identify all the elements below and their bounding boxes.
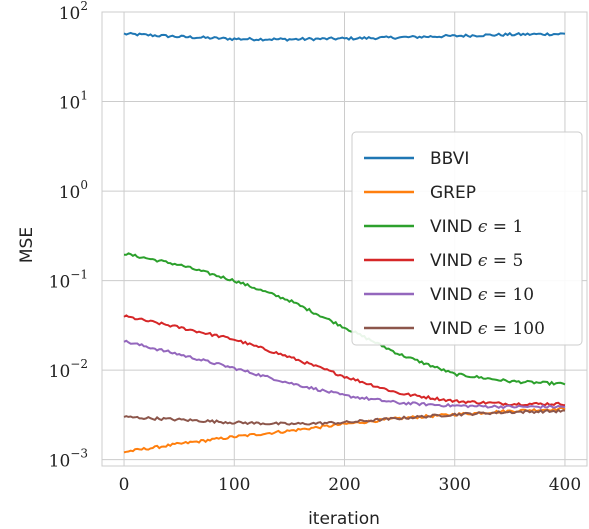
legend-label: BBVI bbox=[430, 149, 469, 169]
series-line bbox=[123, 314, 566, 407]
x-tick-label: 300 bbox=[439, 475, 471, 495]
y-tick-labels: 10−3 10−2 10−1 100 101 102 bbox=[49, 0, 88, 472]
y-tick-label: 10−3 bbox=[49, 447, 88, 472]
y-axis-title: MSE bbox=[17, 227, 37, 263]
x-tick-label: 0 bbox=[119, 475, 130, 495]
series-line bbox=[123, 31, 566, 42]
series-line bbox=[123, 408, 566, 426]
y-tick-label: 101 bbox=[59, 89, 88, 114]
plot-border bbox=[101, 11, 588, 467]
series-line bbox=[123, 339, 566, 410]
legend: BBVI GREP VIND ϵ = 1 VIND ϵ = 5 VIND ϵ = 10 V… bbox=[351, 131, 583, 346]
y-tick-label: 10−1 bbox=[49, 268, 88, 293]
legend-label: GREP bbox=[430, 183, 476, 203]
y-tick-label: 10−2 bbox=[49, 357, 88, 382]
legend-label: VIND ϵ = 10 bbox=[430, 285, 534, 305]
legend-label: VIND ϵ = 5 bbox=[430, 251, 523, 271]
legend-label: VIND ϵ = 100 bbox=[430, 319, 545, 339]
x-tick-labels: 0 100 200 300 400 bbox=[119, 475, 582, 495]
y-tick-label: 100 bbox=[59, 178, 88, 203]
x-tick-label: 100 bbox=[218, 475, 250, 495]
legend-box bbox=[351, 131, 583, 346]
x-tick-label: 400 bbox=[549, 475, 581, 495]
y-tick-label: 102 bbox=[59, 0, 88, 24]
plot-frame bbox=[101, 11, 588, 467]
series-lines bbox=[123, 31, 566, 454]
series-line bbox=[124, 252, 566, 387]
legend-label: VIND ϵ = 1 bbox=[430, 217, 523, 237]
x-axis-title: iteration bbox=[308, 509, 380, 529]
x-tick-label: 200 bbox=[328, 475, 360, 495]
